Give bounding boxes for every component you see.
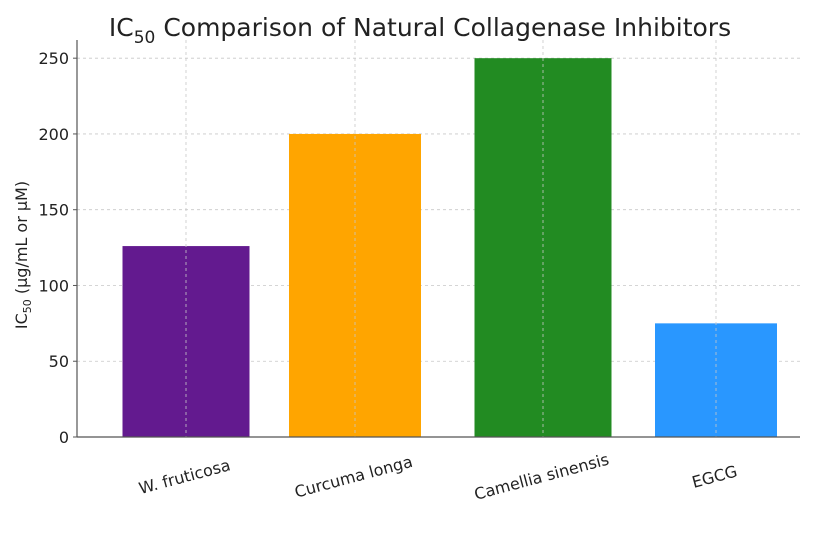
y-tick-label: 150 bbox=[38, 201, 69, 220]
y-tick-label: 100 bbox=[38, 276, 69, 295]
y-tick-label: 50 bbox=[49, 352, 69, 371]
x-tick-label: EGCG bbox=[690, 462, 739, 492]
y-tick-label: 200 bbox=[38, 125, 69, 144]
y-tick-label: 0 bbox=[59, 428, 69, 447]
bar-camellia-sinensis bbox=[474, 58, 612, 438]
y-axis-label: IC50 (µg/mL or µM) bbox=[12, 181, 34, 329]
chart-title: IC50 Comparison of Natural Collagenase I… bbox=[109, 13, 731, 48]
y-tick-label: 250 bbox=[38, 49, 69, 68]
x-tick-label: Curcuma longa bbox=[293, 452, 415, 502]
x-tick-label: Camellia sinensis bbox=[472, 450, 611, 504]
x-tick-label: W. fruticosa bbox=[137, 455, 233, 498]
